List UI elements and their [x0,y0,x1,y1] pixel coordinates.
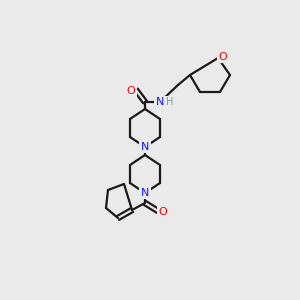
Text: N: N [141,142,149,152]
Text: N: N [141,188,149,198]
Text: O: O [159,207,167,217]
Text: O: O [219,52,227,62]
Text: N: N [156,97,164,107]
Text: H: H [166,97,174,107]
Text: O: O [127,86,135,96]
